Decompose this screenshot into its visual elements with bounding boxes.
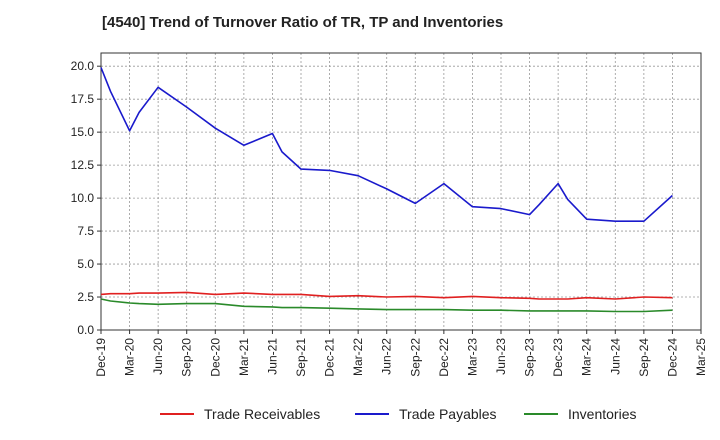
y-tick-label: 20.0 [71, 59, 95, 73]
series-line-inventories [100, 298, 673, 313]
legend-label: Inventories [568, 406, 636, 422]
x-tick-label: Dec-20 [208, 338, 222, 377]
legend-label: Trade Payables [399, 406, 497, 422]
chart-title: [4540] Trend of Turnover Ratio of TR, TP… [102, 14, 504, 31]
axis-layer: 0.0 2.5 5.0 7.5 10.0 12.5 15.0 17.5 20.0 Dec-19 Ma… [71, 52, 708, 377]
x-tick-label: Mar-20 [123, 338, 137, 376]
plot-frame [100, 52, 702, 331]
x-tick-label: Dec-24 [665, 338, 679, 377]
x-tick-label: Mar-24 [580, 338, 594, 376]
x-tick-label: Dec-21 [323, 338, 337, 377]
x-tick-label: Jun-21 [265, 338, 279, 375]
x-tick-label: Jun-24 [608, 338, 622, 375]
x-tick-label: Jun-23 [494, 338, 508, 375]
x-tick-label: Mar-21 [237, 338, 251, 376]
x-tick-label: Sep-24 [637, 338, 651, 377]
x-tick-label: Dec-23 [551, 338, 565, 377]
x-tick-label: Mar-22 [351, 338, 365, 376]
x-tick-label: Sep-21 [294, 338, 308, 377]
x-tick-label: Mar-23 [465, 338, 479, 376]
y-tick-label: 15.0 [71, 125, 95, 139]
x-tick-label: Jun-22 [380, 338, 394, 375]
y-tick-label: 5.0 [77, 257, 94, 271]
y-tick-label: 2.5 [77, 290, 94, 304]
legend-label: Trade Receivables [204, 406, 320, 422]
x-tick-label: Sep-23 [523, 338, 537, 377]
x-tick-label: Sep-20 [180, 338, 194, 377]
y-tick-label: 12.5 [71, 158, 95, 172]
series-layer [100, 67, 673, 313]
y-tick-label: 7.5 [77, 224, 94, 238]
series-line-trade-receivables [100, 291, 673, 300]
x-tick-label: Dec-19 [94, 338, 108, 377]
x-tick-label: Dec-22 [437, 338, 451, 377]
y-tick-label: 17.5 [71, 92, 95, 106]
series-line-trade-payables [100, 67, 673, 222]
x-tick-label: Sep-22 [408, 338, 422, 377]
grid-layer [101, 53, 701, 330]
y-tick-label: 10.0 [71, 191, 95, 205]
x-tick-label: Jun-20 [151, 338, 165, 375]
legend: Trade Receivables Trade Payables Inventori… [160, 406, 636, 422]
y-tick-label: 0.0 [77, 323, 94, 337]
x-tick-label: Mar-25 [694, 338, 708, 376]
